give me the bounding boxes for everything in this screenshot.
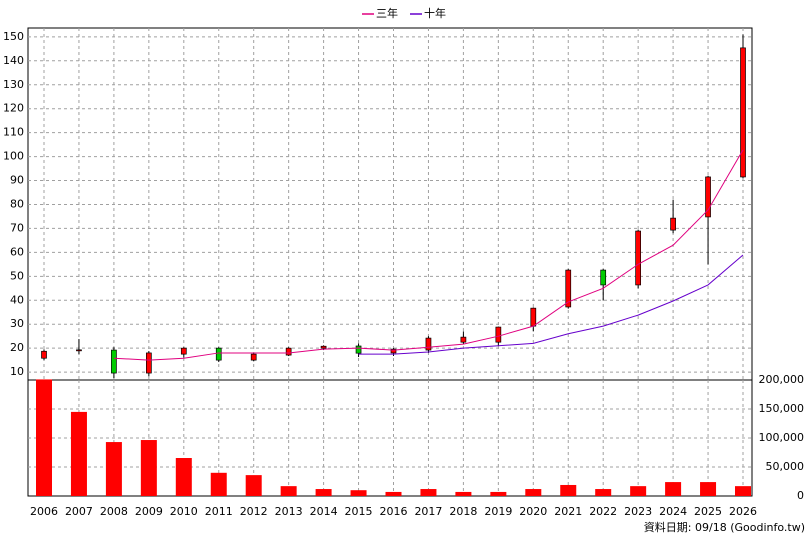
x-tick-label: 2008 [100, 505, 128, 518]
candle-body [285, 347, 292, 356]
candle-body [215, 347, 222, 361]
candle-body [320, 345, 327, 349]
y2-tick-label: 200,000 [759, 373, 805, 386]
y-tick-label: 40 [10, 293, 24, 306]
volume-bar [630, 486, 647, 496]
volume-bar [315, 489, 332, 496]
x-tick-label: 2023 [624, 505, 652, 518]
candle-body [355, 345, 362, 354]
y-tick-label: 70 [10, 221, 24, 234]
volume-bar [700, 482, 717, 496]
ma-line [358, 254, 744, 355]
volume-bar [490, 491, 507, 496]
y2-tick-label: 150,000 [759, 402, 805, 415]
y-tick-label: 120 [3, 102, 24, 115]
x-tick-label: 2009 [135, 505, 163, 518]
candle-body [635, 230, 642, 286]
candle-body [111, 349, 117, 374]
legend-label: 十年 [424, 6, 446, 20]
volume-bar [385, 491, 402, 496]
x-tick-label: 2020 [519, 505, 547, 518]
candle-body [530, 307, 537, 327]
x-tick-label: 2025 [694, 505, 722, 518]
volume-bar [665, 482, 682, 496]
x-tick-label: 2022 [589, 505, 617, 518]
y-tick-label: 80 [10, 197, 24, 210]
volume-bar [595, 489, 612, 496]
candle-body [705, 176, 711, 218]
volume-bar [525, 489, 542, 496]
candle-body [670, 217, 676, 231]
x-tick-label: 2013 [275, 505, 303, 518]
x-tick-label: 2021 [554, 505, 582, 518]
footer-note: 資料日期: 09/18 (Goodinfo.tw) [644, 520, 805, 534]
y-tick-label: 20 [10, 341, 24, 354]
candle-body [41, 350, 47, 359]
y-tick-label: 10 [10, 365, 24, 378]
candle-body [76, 349, 82, 352]
x-tick-label: 2015 [345, 505, 373, 518]
volume-bar [350, 490, 367, 496]
candle-body [146, 352, 152, 374]
volume-bar [105, 442, 122, 496]
volume-bar [36, 379, 52, 496]
candle-body [250, 353, 257, 361]
y-tick-label: 130 [3, 78, 24, 91]
volume-bar [455, 491, 472, 496]
x-tick-label: 2024 [659, 505, 687, 518]
volume-bar [560, 484, 577, 496]
y-tick-label: 100 [3, 150, 24, 163]
volume-bar [735, 486, 751, 496]
y-tick-label: 50 [10, 269, 24, 282]
volume-bar [245, 475, 262, 496]
ma-line [113, 149, 744, 361]
y-tick-label: 140 [3, 54, 24, 67]
candle-body [460, 336, 467, 343]
volume-bar [420, 489, 437, 496]
y-tick-label: 30 [10, 317, 24, 330]
candle-body [600, 269, 607, 286]
candle-body [425, 337, 432, 351]
volume-bar [140, 440, 157, 496]
x-tick-label: 2016 [380, 505, 408, 518]
x-tick-label: 2014 [310, 505, 338, 518]
candle-body [740, 47, 746, 178]
volume-bar [210, 472, 227, 496]
x-tick-label: 2017 [414, 505, 442, 518]
x-tick-label: 2011 [205, 505, 233, 518]
x-tick-label: 2026 [729, 505, 757, 518]
y2-tick-label: 100,000 [759, 431, 805, 444]
volume-bar [280, 486, 297, 496]
y-tick-label: 110 [3, 126, 24, 139]
candle-body [565, 269, 572, 308]
x-tick-label: 2012 [240, 505, 268, 518]
volume-bar [70, 411, 87, 496]
candle-body [180, 347, 187, 355]
candle-body [495, 326, 502, 343]
y2-tick-label: 0 [797, 489, 804, 502]
x-tick-label: 2007 [65, 505, 93, 518]
y-tick-label: 150 [3, 30, 24, 43]
legend-label: 三年 [376, 6, 398, 20]
x-tick-label: 2006 [30, 505, 58, 518]
y-tick-label: 60 [10, 245, 24, 258]
candle-body [390, 348, 397, 354]
y-tick-label: 90 [10, 174, 24, 187]
x-tick-label: 2019 [484, 505, 512, 518]
y2-tick-label: 50,000 [766, 460, 805, 473]
x-tick-label: 2018 [449, 505, 477, 518]
x-tick-label: 2010 [170, 505, 198, 518]
volume-bar [175, 458, 192, 496]
